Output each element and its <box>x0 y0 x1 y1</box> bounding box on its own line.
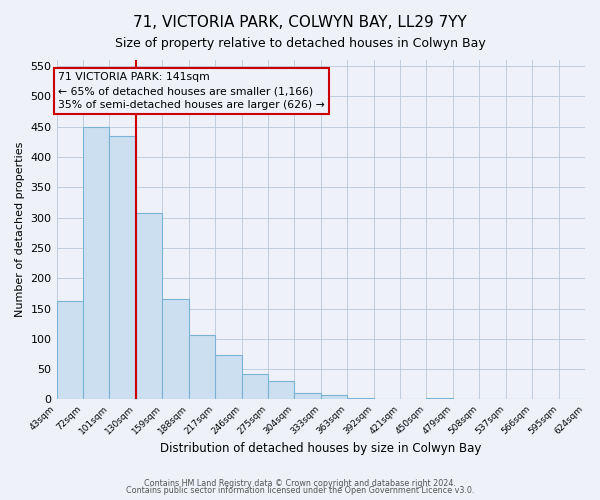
Bar <box>321 396 347 400</box>
Text: Contains HM Land Registry data © Crown copyright and database right 2024.: Contains HM Land Registry data © Crown c… <box>144 478 456 488</box>
Bar <box>162 300 188 400</box>
Bar <box>109 136 136 400</box>
Y-axis label: Number of detached properties: Number of detached properties <box>15 142 25 318</box>
Bar <box>215 354 242 400</box>
Bar <box>295 394 321 400</box>
Bar <box>453 399 479 400</box>
Bar <box>268 382 295 400</box>
Text: Size of property relative to detached houses in Colwyn Bay: Size of property relative to detached ho… <box>115 38 485 51</box>
Bar <box>242 374 268 400</box>
Bar <box>83 126 109 400</box>
X-axis label: Distribution of detached houses by size in Colwyn Bay: Distribution of detached houses by size … <box>160 442 481 455</box>
Bar <box>374 399 400 400</box>
Text: Contains public sector information licensed under the Open Government Licence v3: Contains public sector information licen… <box>126 486 474 495</box>
Bar <box>56 302 83 400</box>
Bar <box>188 334 215 400</box>
Text: 71, VICTORIA PARK, COLWYN BAY, LL29 7YY: 71, VICTORIA PARK, COLWYN BAY, LL29 7YY <box>133 15 467 30</box>
Bar <box>427 398 453 400</box>
Bar <box>347 398 374 400</box>
Bar <box>136 213 162 400</box>
Text: 71 VICTORIA PARK: 141sqm
← 65% of detached houses are smaller (1,166)
35% of sem: 71 VICTORIA PARK: 141sqm ← 65% of detach… <box>58 72 325 110</box>
